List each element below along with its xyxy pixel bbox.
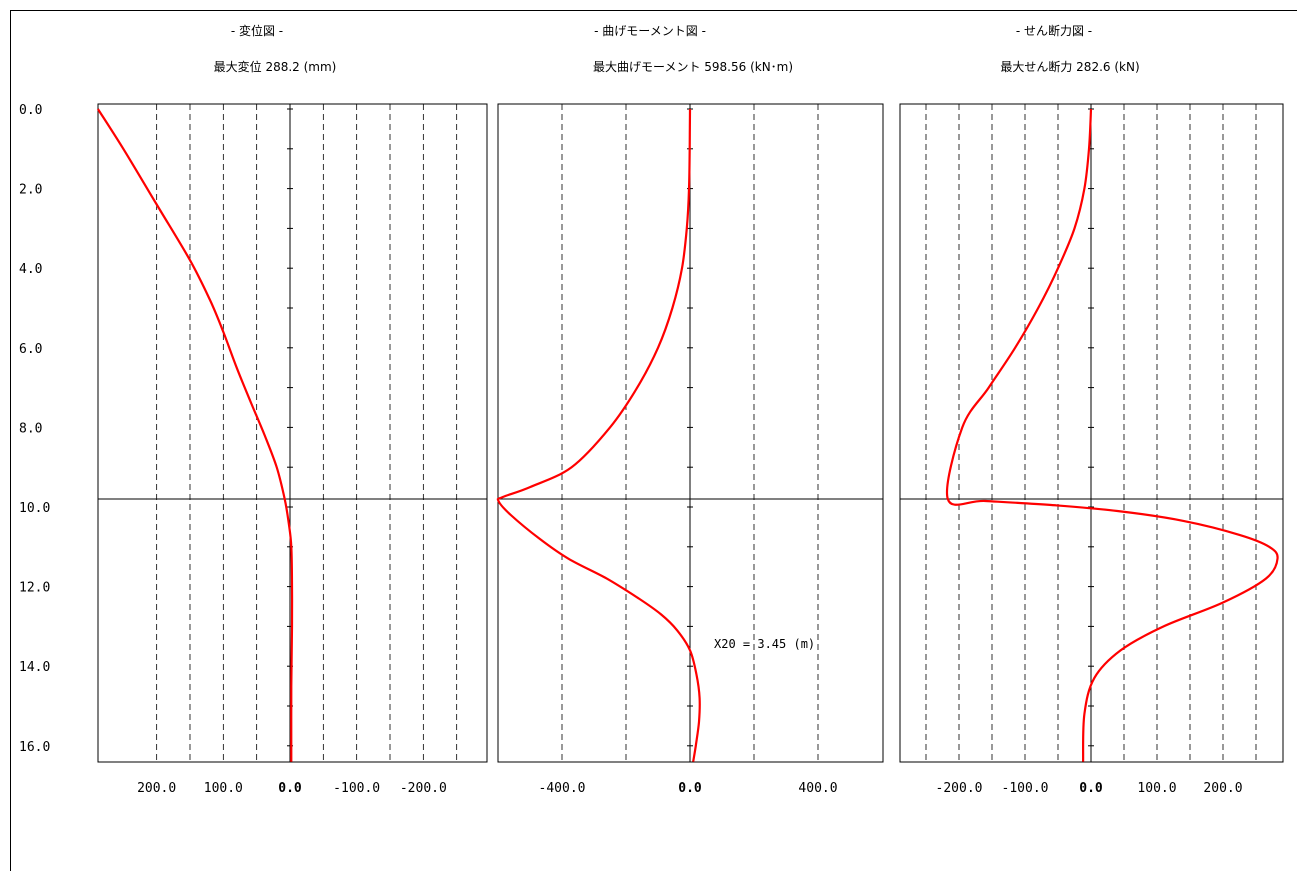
chart-frame xyxy=(10,10,1297,871)
x-tick-label: 200.0 xyxy=(137,781,176,796)
x-tick-label: -100.0 xyxy=(1002,781,1049,796)
plot-frame xyxy=(97,103,488,763)
x-tick-label: 100.0 xyxy=(1137,781,1176,796)
depth-tick-label: 6.0 xyxy=(19,342,42,357)
series-curve xyxy=(496,108,701,762)
x20-annotation: X20 = 3.45 (m) xyxy=(714,637,815,651)
x-tick-label: -200.0 xyxy=(400,781,447,796)
depth-tick-label: 0.0 xyxy=(19,103,42,118)
displacement-panel: - 変位図 - 最大変位 288.2 (mm) 200.0 100.0 0.0 -10… xyxy=(96,23,488,796)
series-curve xyxy=(945,108,1279,762)
x-tick-label: -100.0 xyxy=(333,781,380,796)
x-tick-label: -400.0 xyxy=(539,781,586,796)
x-tick-label: 200.0 xyxy=(1203,781,1242,796)
shear-force-subtitle: 最大せん断力 282.6 (kN) xyxy=(1000,59,1139,74)
shear-force-x-ticks: -200.0 -100.0 0.0 100.0 200.0 xyxy=(936,781,1243,796)
shear-force-title: - せん断力図 - xyxy=(1016,23,1092,38)
displacement-title: - 変位図 - xyxy=(231,23,283,38)
x-tick-label: 100.0 xyxy=(204,781,243,796)
x-tick-label: 0.0 xyxy=(278,781,302,796)
depth-axis-labels: 0.0 2.0 4.0 6.0 8.0 10.0 12.0 14.0 16.0 xyxy=(19,103,50,755)
x-tick-label: 0.0 xyxy=(678,781,702,796)
bending-moment-subtitle: 最大曲げモーメント 598.56 (kN･m) xyxy=(593,60,793,74)
bending-moment-x-ticks: -400.0 0.0 400.0 xyxy=(539,781,838,796)
depth-tick-label: 16.0 xyxy=(19,740,50,755)
depth-tick-label: 2.0 xyxy=(19,183,42,198)
displacement-subtitle: 最大変位 288.2 (mm) xyxy=(214,59,337,74)
bending-moment-title: - 曲げモーメント図 - xyxy=(594,24,706,38)
depth-tick-label: 8.0 xyxy=(19,421,42,436)
shear-force-panel: - せん断力図 - 最大せん断力 282.6 (kN) -200.0 -100.0… xyxy=(899,23,1284,796)
bending-moment-panel: - 曲げモーメント図 - 最大曲げモーメント 598.56 (kN･m) -40… xyxy=(496,24,884,796)
x-tick-label: 0.0 xyxy=(1079,781,1103,796)
depth-tick-label: 4.0 xyxy=(19,262,42,277)
displacement-x-ticks: 200.0 100.0 0.0 -100.0 -200.0 xyxy=(137,781,447,796)
x-tick-label: -200.0 xyxy=(936,781,983,796)
depth-tick-label: 14.0 xyxy=(19,660,50,675)
x-tick-label: 400.0 xyxy=(798,781,837,796)
depth-tick-label: 10.0 xyxy=(19,501,50,516)
series-curve xyxy=(96,108,294,762)
depth-tick-label: 12.0 xyxy=(19,581,50,596)
